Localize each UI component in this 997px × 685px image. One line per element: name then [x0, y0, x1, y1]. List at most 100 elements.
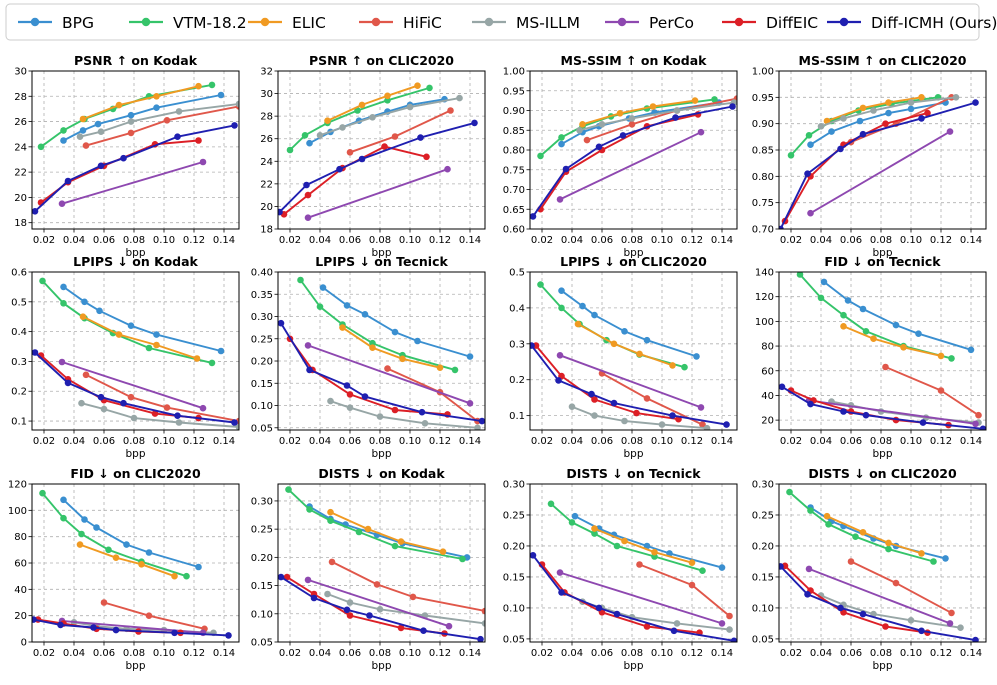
series-line-elic [582, 99, 696, 126]
data-point-diffeic [397, 624, 405, 632]
data-point-ms-illm [591, 412, 598, 419]
series-line-perco [307, 344, 471, 405]
x-tick-label: 0.14 [459, 436, 481, 447]
data-point-ms-illm [339, 124, 346, 131]
chart-panel-7: 0.02 0.04 0.06 0.08 0.10 0.12 0.14 0.1 0.2 0.3 0.4… [509, 254, 738, 460]
chart-title: FID ↓ on CLIC2020 [70, 466, 201, 481]
chart-title: PSNR ↑ on CLIC2020 [309, 53, 454, 68]
data-point-vtm-18-2 [37, 143, 45, 151]
data-point-ms-illm [456, 94, 463, 102]
x-tick-label: 0.08 [621, 235, 643, 246]
data-point-bpg [93, 524, 100, 531]
data-point-perco [58, 358, 66, 366]
x-tick-label: 0.04 [309, 648, 331, 659]
y-tick-label: 20 [14, 611, 27, 622]
y-tick-label: 0.70 [752, 225, 774, 236]
data-point-diff-icmh-ours [32, 616, 37, 623]
chart-panel-6: 0.02 0.04 0.06 0.08 0.10 0.12 0.14 0.05 0.10 0.15… [251, 254, 486, 460]
series-line-elic [82, 315, 198, 360]
data-point-elic [153, 341, 160, 349]
data-point-elic [823, 512, 831, 520]
series-line-vtm-18-2 [539, 98, 715, 157]
series-line-elic [82, 85, 199, 120]
axes-frame [778, 483, 987, 643]
y-tick-label: 0.85 [503, 126, 525, 137]
series-line-vtm-18-2 [40, 83, 213, 148]
data-point-diff-icmh-ours [112, 626, 120, 634]
data-point-diff-icmh-ours [862, 411, 870, 419]
x-tick-label: 0.10 [651, 235, 673, 246]
y-tick-label: 20 [260, 202, 273, 213]
data-point-vtm-18-2 [316, 303, 324, 311]
data-point-diffeic [391, 406, 399, 414]
data-point-vtm-18-2 [301, 132, 309, 139]
series-line-perco [810, 130, 951, 215]
data-point-diff-icmh-ours [779, 225, 784, 229]
data-point-elic [138, 561, 145, 568]
x-tick-label: 0.12 [681, 648, 703, 659]
data-point-ms-illm [376, 413, 384, 420]
data-point-vtm-18-2 [60, 514, 67, 522]
data-point-hific [447, 107, 454, 114]
x-axis-label: bpp [624, 660, 644, 672]
data-point-vtm-18-2 [354, 107, 361, 114]
data-point-vtm-18-2 [208, 81, 216, 89]
data-point-diff-icmh-ours [840, 408, 847, 415]
data-point-bpg [195, 563, 202, 571]
x-tick-label: 0.04 [561, 235, 583, 246]
legend-marker-perco [617, 17, 627, 27]
series-line-perco [307, 578, 450, 628]
series-line-vtm-18-2 [299, 279, 456, 371]
data-point-ms-illm [628, 115, 636, 122]
series-group [278, 82, 478, 221]
x-tick-label: 0.08 [123, 436, 145, 447]
data-point-diff-icmh-ours [804, 170, 811, 177]
data-point-ms-illm [907, 99, 915, 106]
series-line-diff-icmh-ours [532, 554, 735, 642]
data-point-hific [583, 136, 591, 144]
data-point-diff-icmh-ours [530, 213, 537, 220]
series-line-perco [808, 399, 976, 425]
x-axis-label: bpp [624, 247, 644, 259]
y-tick-label: 0.30 [503, 480, 525, 491]
data-point-ms-illm [840, 115, 847, 122]
chart-panel-3: 0.02 0.04 0.06 0.08 0.10 0.12 0.14 0.60 0.65 0.70… [503, 53, 738, 259]
data-point-vtm-18-2 [183, 572, 190, 580]
legend-marker-diffeic [734, 17, 744, 27]
data-point-elic [171, 572, 178, 580]
y-tick-label: 0.30 [752, 480, 774, 491]
x-tick-label: 0.12 [681, 235, 703, 246]
data-point-elic [840, 323, 847, 330]
y-tick-label: 0.70 [503, 185, 525, 196]
y-tick-label: 0.20 [503, 541, 525, 552]
x-tick-label: 0.12 [930, 436, 952, 447]
legend-label-vtm-18-2: VTM-18.2 [173, 14, 247, 32]
x-tick-label: 0.08 [870, 235, 892, 246]
x-tick-label: 0.02 [780, 235, 802, 246]
y-tick-label: 0.75 [503, 165, 525, 176]
data-point-vtm-18-2 [537, 152, 544, 160]
data-point-diff-icmh-ours [417, 134, 424, 141]
series-line-bpg [62, 499, 199, 568]
axes-frame [529, 271, 738, 431]
data-point-perco [946, 620, 954, 627]
data-point-bpg [81, 298, 88, 306]
data-point-bpg [856, 117, 864, 125]
data-point-elic [397, 538, 405, 545]
x-tick-label: 0.08 [621, 648, 643, 659]
series-line-elic [341, 326, 441, 369]
data-point-diff-icmh-ours [918, 627, 925, 635]
data-point-elic [384, 92, 391, 100]
data-point-diff-icmh-ours [918, 115, 925, 122]
x-tick-label: 0.02 [279, 648, 301, 659]
data-point-vtm-18-2 [355, 528, 363, 536]
chart-panel-8: 0.02 0.04 0.06 0.08 0.10 0.12 0.14 20 40 60 80 100 1… [755, 254, 987, 460]
data-point-hific [163, 117, 171, 124]
y-tick-label: 0.15 [251, 379, 273, 390]
data-point-diff-icmh-ours [588, 390, 595, 398]
data-point-hific [699, 421, 706, 428]
y-tick-label: 0.80 [752, 172, 774, 183]
x-tick-label: 0.02 [531, 648, 553, 659]
y-tick-label: 80 [14, 532, 27, 543]
chart-title: DISTS ↓ on Tecnick [566, 466, 701, 481]
